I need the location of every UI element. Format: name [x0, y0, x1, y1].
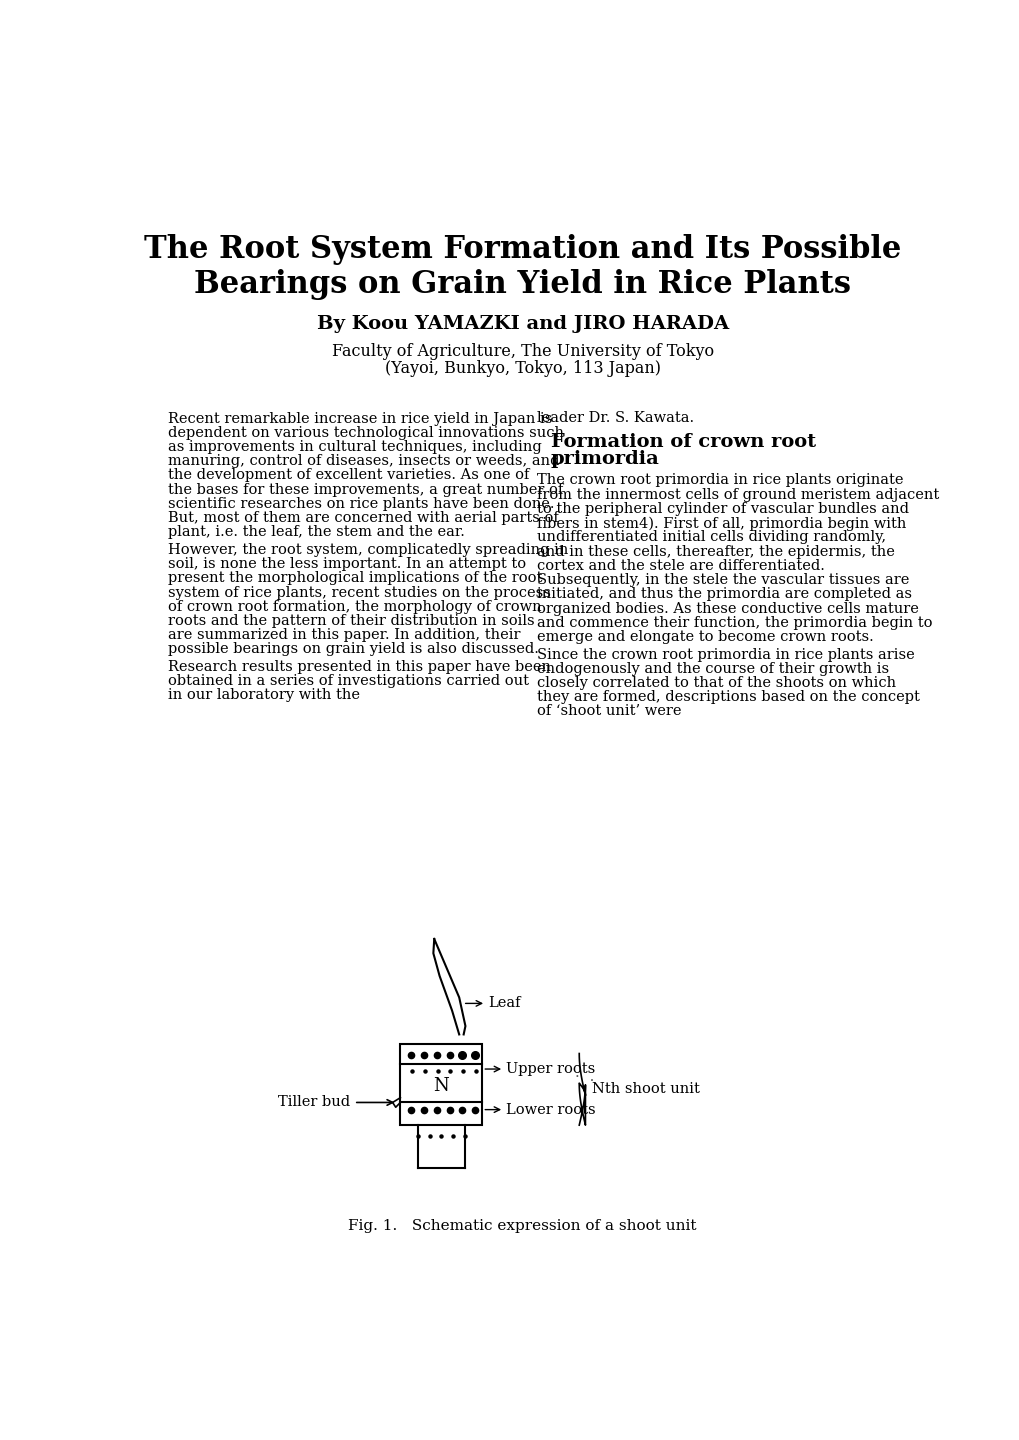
- Text: and commence their function, the primordia begin to: and commence their function, the primord…: [536, 616, 931, 629]
- Text: Since the crown root primordia in rice plants arise: Since the crown root primordia in rice p…: [536, 648, 914, 661]
- Text: they are formed, descriptions based on the concept: they are formed, descriptions based on t…: [536, 690, 919, 704]
- Text: Recent remarkable increase in rice yield in Japan is: Recent remarkable increase in rice yield…: [168, 412, 551, 425]
- Text: undifferentiated initial cells dividing randomly,: undifferentiated initial cells dividing …: [536, 530, 884, 544]
- Text: closely correlated to that of the shoots on which: closely correlated to that of the shoots…: [536, 675, 895, 690]
- Text: to the peripheral cylinder of vascular bundles and: to the peripheral cylinder of vascular b…: [536, 503, 908, 516]
- Text: and in these cells, thereafter, the epidermis, the: and in these cells, thereafter, the epid…: [536, 544, 894, 559]
- Text: Lower roots: Lower roots: [505, 1103, 595, 1116]
- Text: Fig. 1.   Schematic expression of a shoot unit: Fig. 1. Schematic expression of a shoot …: [348, 1220, 696, 1233]
- Text: emerge and elongate to become crown roots.: emerge and elongate to become crown root…: [536, 631, 872, 644]
- Text: cortex and the stele are differentiated.: cortex and the stele are differentiated.: [536, 559, 823, 573]
- Text: are summarized in this paper. In addition, their: are summarized in this paper. In additio…: [168, 628, 520, 642]
- Text: system of rice plants, recent studies on the process: system of rice plants, recent studies on…: [168, 586, 550, 599]
- Text: Tiller bud: Tiller bud: [277, 1096, 350, 1109]
- Text: organized bodies. As these conductive cells mature: organized bodies. As these conductive ce…: [536, 602, 918, 616]
- Text: By Koou YAMAZKI and JIRO HARADA: By Koou YAMAZKI and JIRO HARADA: [316, 315, 729, 333]
- Text: fibers in stem4). First of all, primordia begin with: fibers in stem4). First of all, primordi…: [536, 516, 905, 530]
- Text: possible bearings on grain yield is also discussed.: possible bearings on grain yield is also…: [168, 642, 538, 657]
- Text: primordia: primordia: [550, 451, 659, 468]
- Text: Research results presented in this paper have been: Research results presented in this paper…: [168, 660, 550, 674]
- Text: initiated, and thus the primordia are completed as: initiated, and thus the primordia are co…: [536, 588, 911, 602]
- Text: present the morphological implications of the root: present the morphological implications o…: [168, 572, 542, 585]
- Text: endogenously and the course of their growth is: endogenously and the course of their gro…: [536, 662, 888, 675]
- Text: as improvements in cultural techniques, including: as improvements in cultural techniques, …: [168, 441, 541, 454]
- Text: ·  .: · .: [575, 1070, 594, 1084]
- Text: of crown root formation, the morphology of crown: of crown root formation, the morphology …: [168, 600, 541, 613]
- Text: from the innermost cells of ground meristem adjacent: from the innermost cells of ground meris…: [536, 488, 938, 501]
- Text: The Root System Formation and Its Possible: The Root System Formation and Its Possib…: [144, 235, 901, 265]
- Text: leader Dr. S. Kawata.: leader Dr. S. Kawata.: [536, 412, 693, 425]
- Text: roots and the pattern of their distribution in soils: roots and the pattern of their distribut…: [168, 613, 534, 628]
- Text: Subsequently, in the stele the vascular tissues are: Subsequently, in the stele the vascular …: [536, 573, 908, 588]
- Text: obtained in a series of investigations carried out: obtained in a series of investigations c…: [168, 674, 528, 688]
- Text: N: N: [433, 1077, 448, 1094]
- Text: scientific researches on rice plants have been done.: scientific researches on rice plants hav…: [168, 497, 553, 511]
- Text: dependent on various technological innovations such: dependent on various technological innov…: [168, 426, 564, 439]
- Text: plant, i.e. the leaf, the stem and the ear.: plant, i.e. the leaf, the stem and the e…: [168, 526, 465, 540]
- Text: Leaf: Leaf: [488, 996, 521, 1011]
- Text: But, most of them are concerned with aerial parts of: But, most of them are concerned with aer…: [168, 511, 558, 526]
- Bar: [400, 1044, 482, 1125]
- Text: the bases for these improvements, a great number of: the bases for these improvements, a grea…: [168, 482, 562, 497]
- Text: Faculty of Agriculture, The University of Tokyo: Faculty of Agriculture, The University o…: [331, 343, 713, 360]
- Text: (Yayoi, Bunkyo, Tokyo, 113 Japan): (Yayoi, Bunkyo, Tokyo, 113 Japan): [384, 360, 660, 377]
- Text: soil, is none the less important. In an attempt to: soil, is none the less important. In an …: [168, 557, 526, 572]
- Text: Bearings on Grain Yield in Rice Plants: Bearings on Grain Yield in Rice Plants: [194, 269, 851, 300]
- Text: The crown root primordia in rice plants originate: The crown root primordia in rice plants …: [536, 474, 902, 488]
- Text: Formation of crown root: Formation of crown root: [550, 433, 815, 452]
- Text: However, the root system, complicatedly spreading in: However, the root system, complicatedly …: [168, 543, 568, 557]
- Text: of ‘shoot unit’ were: of ‘shoot unit’ were: [536, 704, 681, 719]
- Text: Nth shoot unit: Nth shoot unit: [591, 1083, 699, 1096]
- Text: Upper roots: Upper roots: [505, 1063, 595, 1076]
- Text: the development of excellent varieties. As one of: the development of excellent varieties. …: [168, 468, 529, 482]
- Text: in our laboratory with the: in our laboratory with the: [168, 688, 360, 703]
- Text: manuring, control of diseases, insects or weeds, and: manuring, control of diseases, insects o…: [168, 454, 558, 468]
